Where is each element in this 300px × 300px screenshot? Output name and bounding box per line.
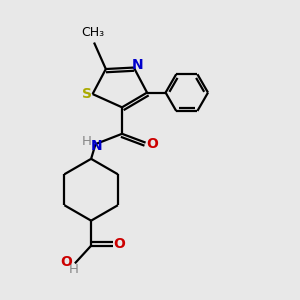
Text: H: H [68,263,78,276]
Text: N: N [131,58,143,72]
Text: N: N [91,139,103,153]
Text: S: S [82,87,92,101]
Text: CH₃: CH₃ [81,26,104,39]
Text: O: O [114,237,126,251]
Text: O: O [61,255,73,269]
Text: H: H [82,135,92,148]
Text: O: O [146,137,158,151]
